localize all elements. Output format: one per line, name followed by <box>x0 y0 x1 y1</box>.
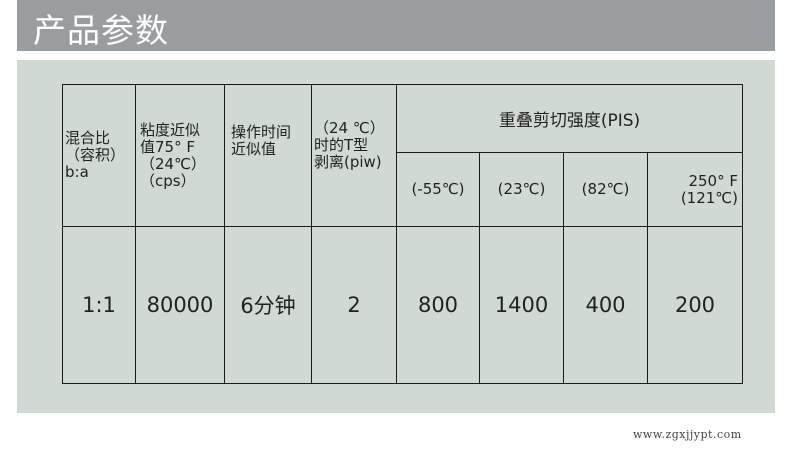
cell-shear: 1400 <box>479 226 564 384</box>
page-title: 产品参数 <box>33 11 169 50</box>
header-shear-temp: (23℃) <box>479 152 564 227</box>
cell-shear: 800 <box>396 226 480 384</box>
header-shear-temp: (82℃) <box>563 152 648 227</box>
header-shear-group: 重叠剪切强度(PIS) <box>396 84 743 153</box>
title-bar: 产品参数 <box>17 0 775 51</box>
table-row: 1:1 80000 6分钟 2 800 1400 400 200 <box>62 226 743 384</box>
footer-url: www.zgxjjypt.com <box>633 428 742 441</box>
header-shear-temp: (-55℃) <box>396 152 480 227</box>
header-work-time: 操作时间 近似值 <box>224 84 312 227</box>
header-mix-ratio: 混合比 （容积） b:a <box>62 84 136 227</box>
cell-shear: 200 <box>647 226 743 384</box>
spec-table: 混合比 （容积） b:a 粘度近似 值75° F （24℃） （cps） 操作时… <box>62 84 743 384</box>
cell-viscosity: 80000 <box>135 226 225 384</box>
cell-shear: 400 <box>563 226 648 384</box>
cell-peel: 2 <box>311 226 397 384</box>
header-viscosity: 粘度近似 值75° F （24℃） （cps） <box>135 84 225 227</box>
header-peel: （24 ℃） 时的T型 剥离(piw) <box>311 84 397 227</box>
header-shear-temp: 250° F (121℃) <box>647 152 743 227</box>
cell-work-time: 6分钟 <box>224 226 312 384</box>
cell-mix-ratio: 1:1 <box>62 226 136 384</box>
